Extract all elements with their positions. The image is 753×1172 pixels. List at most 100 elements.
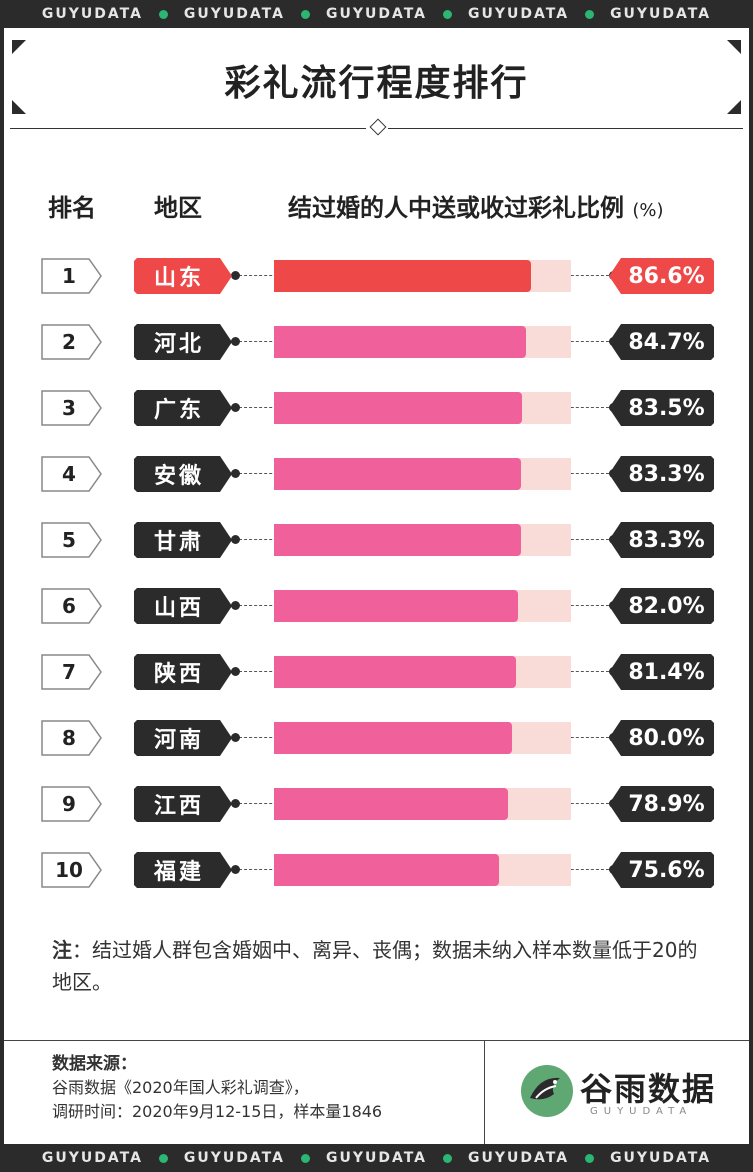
region-name: 江西 [153, 794, 204, 819]
region-tag-shape [134, 522, 232, 558]
bar [274, 590, 518, 622]
rank-badge-shape [41, 324, 102, 360]
leader-dot [231, 337, 240, 346]
data-label: 78.9% [628, 791, 705, 817]
region-label: 河南 [134, 720, 234, 756]
region-tag-shape [134, 588, 232, 624]
value-tag-shape [609, 456, 714, 492]
rank-badge: 3 [41, 390, 103, 426]
value-tag-shape [609, 324, 714, 360]
rank-badge-shape [41, 522, 102, 558]
header-divider [388, 128, 743, 129]
green-dot-icon [585, 1153, 595, 1163]
data-source: 数据来源： 谷雨数据《2020年国人彩礼调查》， 调研时间：2020年9月12-… [52, 1052, 472, 1124]
region-label: 安徽 [134, 456, 234, 492]
bar-track [274, 788, 571, 820]
chart-row: 3 广东 83.5% [4, 390, 749, 426]
region-name: 河北 [153, 332, 204, 357]
data-label: 84.7% [628, 329, 705, 355]
data-label: 80.0% [628, 725, 705, 751]
bar-track [274, 326, 571, 358]
green-dot-icon [300, 1153, 310, 1163]
region-tag-shape [134, 720, 232, 756]
footnote-text: ：结过婚人群包含婚姻中、离异、丧偶；数据未纳入样本数量低于20的地区。 [52, 938, 698, 994]
bar-track [274, 656, 571, 688]
bar [274, 260, 532, 292]
value-tag-shape [609, 720, 714, 756]
strip-text: GUYUDATA [183, 6, 285, 22]
logo-subtitle: GUYUDATA [590, 1106, 693, 1117]
bar [274, 524, 522, 556]
rank-badge: 5 [41, 522, 103, 558]
strip-text: GUYUDATA [183, 1150, 285, 1166]
rank-number: 7 [62, 660, 76, 684]
source-line: 调研时间：2020年9月12-15日，样本量1846 [52, 1102, 383, 1121]
corner-mark-icon [12, 40, 26, 54]
value-tag-shape [609, 258, 714, 294]
region-tag-shape [134, 324, 232, 360]
guyu-bird-logo-icon [521, 1065, 573, 1117]
green-dot-icon [443, 9, 453, 19]
value-tag: 82.0% [609, 588, 714, 624]
leader-dot [231, 469, 240, 478]
leader-dot [231, 865, 240, 874]
chart-row: 6 山西 82.0% [4, 588, 749, 624]
bar-track [274, 392, 571, 424]
data-label: 83.3% [628, 527, 705, 553]
rank-number: 9 [62, 792, 76, 816]
bar-track [274, 590, 571, 622]
value-tag: 78.9% [609, 786, 714, 822]
region-label: 山东 [134, 258, 234, 294]
data-label: 82.0% [628, 593, 705, 619]
data-label: 83.5% [628, 395, 705, 421]
rank-badge-shape [41, 456, 102, 492]
region-label: 福建 [134, 852, 234, 888]
rank-badge: 9 [41, 786, 103, 822]
brand-logo: 谷雨数据 GUYUDATA [520, 1062, 730, 1126]
rank-badge: 2 [41, 324, 103, 360]
logo-name: 谷雨数据 [580, 1070, 717, 1108]
green-dot-icon [585, 9, 595, 19]
rank-badge-shape [41, 588, 102, 624]
rank-badge: 10 [41, 852, 103, 888]
chart-row: 9 江西 78.9% [4, 786, 749, 822]
chart-title: 彩礼流行程度排行 [224, 63, 529, 104]
chart-row: 2 河北 84.7% [4, 324, 749, 360]
value-tag: 83.5% [609, 390, 714, 426]
diamond-icon [369, 118, 387, 136]
rank-number: 10 [55, 858, 83, 882]
value-tag: 83.3% [609, 456, 714, 492]
region-label: 广东 [134, 390, 234, 426]
region-tag-shape [134, 390, 232, 426]
footer-divider [484, 1040, 485, 1144]
corner-mark-icon [727, 100, 741, 114]
bar [274, 656, 516, 688]
strip-text: GUYUDATA [41, 6, 143, 22]
strip-text: GUYUDATA [610, 1150, 712, 1166]
corner-mark-icon [727, 40, 741, 54]
bar [274, 722, 512, 754]
bar [274, 392, 522, 424]
value-tag: 86.6% [609, 258, 714, 294]
leader-dot [231, 799, 240, 808]
bar-track [274, 524, 571, 556]
chart-row: 7 陕西 81.4% [4, 654, 749, 690]
strip-text: GUYUDATA [41, 1150, 143, 1166]
region-label: 甘肃 [134, 522, 234, 558]
region-name: 广东 [153, 398, 204, 423]
bar-track [274, 722, 571, 754]
value-tag-shape [609, 522, 714, 558]
bar-track [274, 458, 571, 490]
data-label: 86.6% [628, 263, 705, 289]
leader-dot [231, 667, 240, 676]
rank-badge: 4 [41, 456, 103, 492]
bar [274, 458, 522, 490]
rank-number: 1 [62, 264, 76, 288]
value-tag: 80.0% [609, 720, 714, 756]
rank-badge-shape [41, 258, 102, 294]
data-label: 75.6% [628, 857, 705, 883]
leader-dot [231, 403, 240, 412]
bar [274, 326, 526, 358]
value-tag: 81.4% [609, 654, 714, 690]
region-label: 江西 [134, 786, 234, 822]
